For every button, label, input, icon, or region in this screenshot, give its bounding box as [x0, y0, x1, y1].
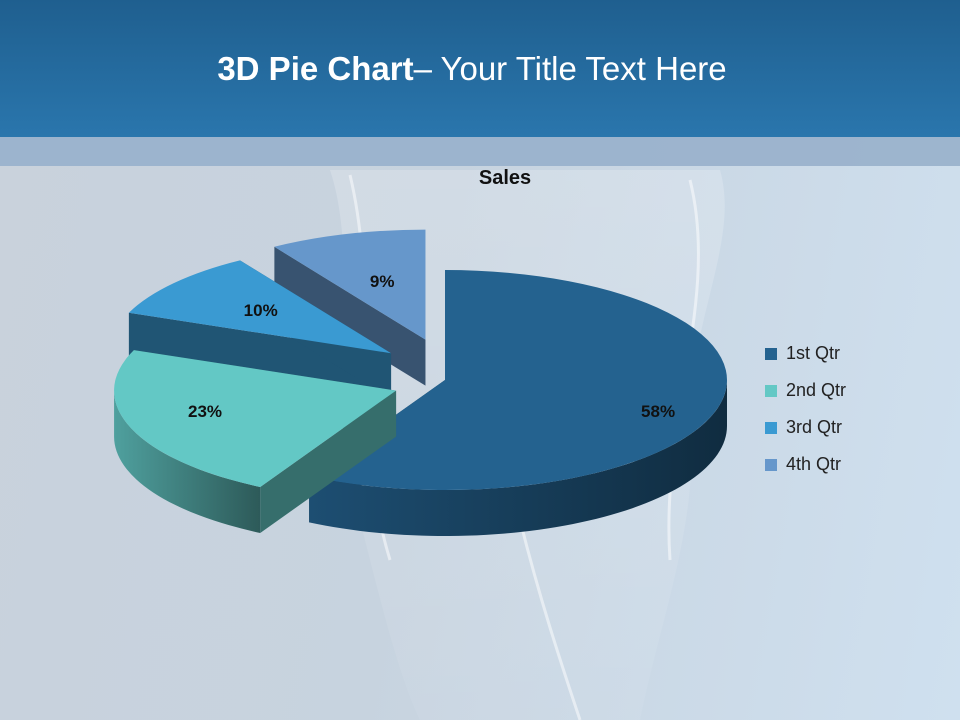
- data-label-1: 58%: [641, 402, 676, 422]
- data-label-4: 9%: [369, 271, 395, 291]
- pie-slice-4: [274, 229, 426, 386]
- slide-title-rest: – Your Title Text Here: [413, 50, 727, 87]
- data-label-3: 10%: [243, 301, 278, 321]
- slice-top-face: [128, 260, 392, 354]
- legend-swatch: [765, 458, 777, 471]
- slice-outer-wall: [309, 380, 727, 536]
- slice-top-face: [114, 350, 397, 487]
- pie-slice-1: [309, 270, 727, 536]
- legend-item-4: 4th Qtr: [765, 446, 846, 483]
- legend-item-2: 2nd Qtr: [765, 372, 846, 409]
- slice-outer-wall: [114, 390, 261, 533]
- pie-slice-3: [128, 260, 392, 400]
- legend-label: 4th Qtr: [786, 454, 842, 474]
- legend-swatch: [765, 384, 777, 397]
- legend-label: 1st Qtr: [786, 343, 841, 363]
- chart-legend: 1st Qtr 2nd Qtr 3rd Qtr 4th Qtr: [765, 335, 846, 483]
- legend-item-1: 1st Qtr: [765, 335, 846, 372]
- chart-title: Sales: [478, 167, 532, 189]
- slide-title: 3D Pie Chart– Your Title Text Here: [0, 50, 944, 88]
- pie-slice-2: [114, 350, 397, 533]
- legend-swatch: [765, 421, 777, 434]
- legend-label: 3rd Qtr: [786, 417, 843, 437]
- subtitle-band: [0, 137, 960, 166]
- slice-side-wall: [128, 312, 392, 400]
- slice-top-face: [309, 270, 727, 490]
- legend-item-3: 3rd Qtr: [765, 409, 846, 446]
- data-label-2: 23%: [188, 401, 223, 421]
- slice-top-face: [274, 229, 426, 340]
- legend-swatch: [765, 347, 777, 360]
- legend-label: 2nd Qtr: [786, 380, 847, 400]
- slice-side-wall: [274, 246, 426, 386]
- slide-title-bold: 3D Pie Chart: [217, 50, 414, 87]
- title-band: [0, 0, 960, 137]
